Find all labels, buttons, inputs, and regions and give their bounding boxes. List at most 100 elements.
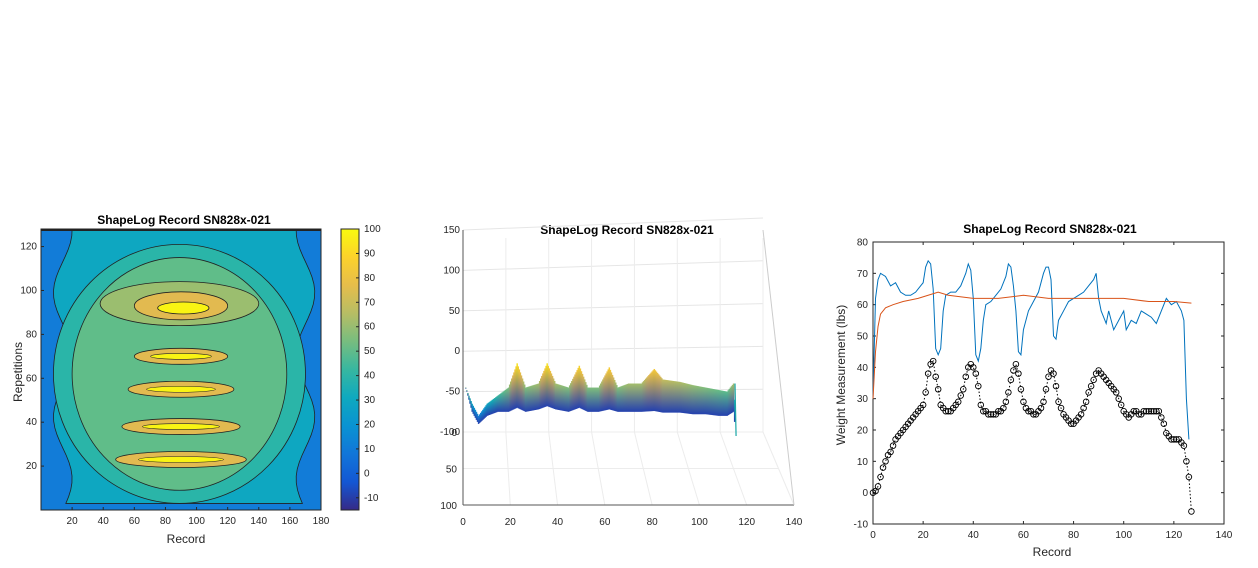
weight-title: ShapeLog Record SN828x-021 xyxy=(963,222,1137,236)
surface-strip xyxy=(483,408,485,419)
weight-series-2-point xyxy=(1097,370,1105,377)
surface-strip xyxy=(583,379,586,411)
weight-series-2-point xyxy=(1127,411,1135,418)
surface-strip xyxy=(515,366,517,409)
surface-strip xyxy=(693,385,695,415)
weight-series-2-point xyxy=(1057,404,1065,412)
weight-xtick-label: 0 xyxy=(870,530,876,541)
surface-strip xyxy=(600,383,602,412)
surface-strip xyxy=(635,383,637,412)
weight-series-2-point xyxy=(1062,414,1070,421)
surface-strip xyxy=(596,387,599,412)
weight-series-2-point xyxy=(914,407,922,415)
weight-series-2-point xyxy=(975,382,982,390)
surface-strip xyxy=(597,387,600,412)
contour-xtick-label: 20 xyxy=(67,516,79,527)
surface-strip xyxy=(544,368,546,407)
contour-band-band-55 xyxy=(127,380,235,398)
surface-strip xyxy=(649,373,651,412)
weight-series-2-point xyxy=(1017,386,1025,393)
surface-strip xyxy=(712,388,714,416)
contour-frame xyxy=(40,228,322,511)
surface-strip xyxy=(702,387,705,415)
contour-xtick-label: 160 xyxy=(282,516,299,527)
surface-strip xyxy=(706,387,708,415)
weight-series-2-point xyxy=(1070,420,1077,427)
surface-strip xyxy=(468,395,470,400)
weight-series-2-point xyxy=(1005,389,1012,396)
contour-background xyxy=(41,229,321,510)
weight-series-2-point xyxy=(1092,370,1100,377)
weight-series-2-point xyxy=(877,473,884,481)
surface-ytick-label: 100 xyxy=(440,501,457,512)
weight-series-2-point xyxy=(884,451,892,459)
surface-strip xyxy=(472,405,474,414)
surface-strip xyxy=(717,389,720,416)
contour-ytick-label: 20 xyxy=(26,461,38,472)
surface-strip xyxy=(657,374,660,412)
surface-strip xyxy=(651,371,653,412)
weight-series-2-point xyxy=(1010,367,1017,374)
surface-strip xyxy=(473,407,476,416)
surface-strip xyxy=(673,381,676,413)
surface-strip xyxy=(696,385,698,415)
weight-series-2-point xyxy=(889,442,897,449)
surface-ytick-label: 50 xyxy=(446,465,458,476)
surface-strip xyxy=(549,370,552,408)
contour-band-core-band-23 xyxy=(138,456,224,463)
surface-xgrid-floor xyxy=(548,431,559,506)
surface-strip xyxy=(585,382,587,411)
weight-series-2-point xyxy=(980,407,987,415)
surface-strip xyxy=(672,380,675,413)
weight-series-2-point xyxy=(912,411,919,418)
weight-series-2-point xyxy=(934,386,942,393)
surface-strip xyxy=(469,398,471,404)
surface-strip xyxy=(638,383,641,412)
surface-xtick-label: 100 xyxy=(691,517,708,528)
surface-zgrid xyxy=(462,345,764,352)
weight-ytick-label: 60 xyxy=(857,300,869,311)
surface-strip xyxy=(668,380,671,413)
contour-xtick-label: 140 xyxy=(250,516,267,527)
surface-strip xyxy=(561,385,563,411)
contour-xtick-label: 100 xyxy=(188,516,205,527)
weight-series-2-point xyxy=(1030,411,1037,418)
surface-strip xyxy=(625,384,628,412)
surface-strip xyxy=(602,379,604,411)
surface-strip xyxy=(641,382,644,412)
surface-strip xyxy=(481,411,483,421)
surface-strip xyxy=(730,386,733,414)
surface-strip xyxy=(582,376,585,410)
contour-band-core-band-70 xyxy=(150,353,212,360)
surface-strip xyxy=(722,390,724,416)
weight-series-2-point xyxy=(1002,398,1010,406)
surface-strip xyxy=(694,385,696,415)
weight-series-2-point xyxy=(1065,417,1072,424)
surface-strip xyxy=(634,383,636,412)
surface-strip xyxy=(512,375,514,410)
weight-xtick-label: 100 xyxy=(1115,530,1132,541)
surface-strip xyxy=(567,387,570,412)
contour-ylabel: Repetitions xyxy=(11,342,25,402)
contour-ytick-label: 40 xyxy=(26,417,38,428)
weight-series-2-point xyxy=(922,389,929,396)
weight-series-2-point xyxy=(1148,407,1155,415)
weight-xtick-label: 140 xyxy=(1216,530,1233,541)
weight-series-2-point xyxy=(1145,407,1153,415)
weight-series-2-point xyxy=(1175,436,1183,443)
weight-ytick-label: -10 xyxy=(854,520,869,531)
weight-ytick-label: 10 xyxy=(857,457,869,468)
weight-series-2-point xyxy=(1178,439,1185,446)
surface-strip xyxy=(499,394,501,412)
surface-ztick-label: 0 xyxy=(454,346,460,357)
surface-strip xyxy=(552,378,555,409)
surface-zgrid xyxy=(462,217,764,231)
weight-series-2-point xyxy=(952,401,959,409)
surface-strip xyxy=(556,383,558,410)
surface-strip xyxy=(595,387,598,412)
weight-series-2-point xyxy=(902,423,909,431)
surface-strip xyxy=(620,386,622,412)
weight-series-2-point xyxy=(990,411,997,418)
colorbar-tick-label: 90 xyxy=(364,248,376,259)
weight-series-2-line xyxy=(872,359,1192,512)
